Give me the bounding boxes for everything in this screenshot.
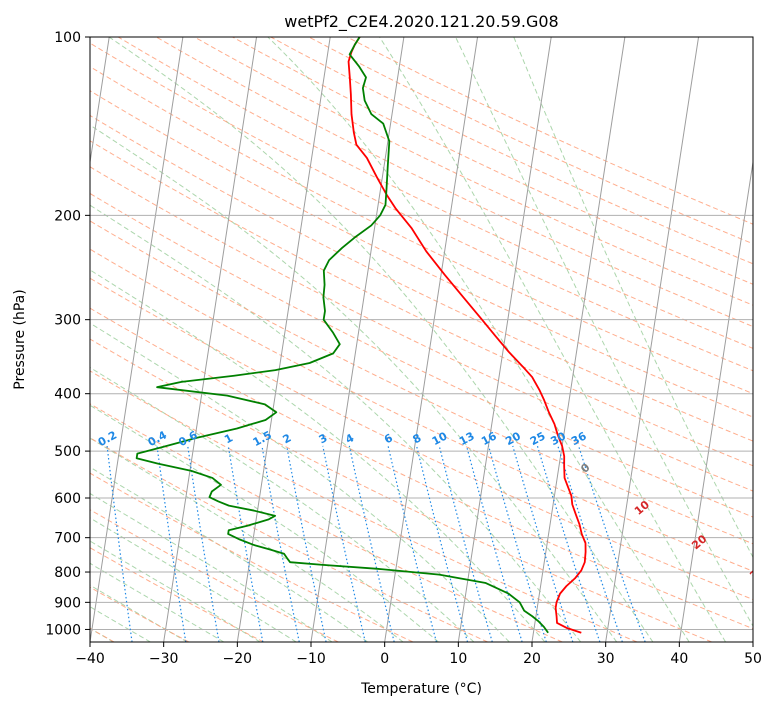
y-tick-label: 300 (54, 313, 81, 329)
mixing-ratio-line (227, 445, 264, 642)
dry-adiabat-line (308, 37, 753, 245)
x-tick-label: 20 (523, 651, 541, 667)
y-tick-label: 900 (54, 595, 81, 611)
dry-adiabat-line (346, 37, 753, 225)
isotherm-line (90, 37, 110, 166)
isotherm-line (90, 37, 184, 642)
dry-adiabat-line (90, 277, 753, 601)
mixing-ratio-label: 16 (479, 429, 499, 448)
isotherm-line (605, 37, 700, 642)
x-tick-label: 30 (597, 651, 615, 667)
plot-frame (89, 36, 754, 643)
x-tick-label: 50 (744, 651, 762, 667)
mixing-ratio-line (156, 445, 187, 642)
mixing-ratio-label: 10 (430, 429, 450, 448)
moist-adiabat-line (90, 517, 297, 642)
moist-adiabat-line (513, 37, 753, 559)
mixing-ratio-line (286, 445, 327, 642)
mixing-ratio-line (187, 445, 220, 642)
dry-adiabat-line (90, 472, 414, 642)
moist-adiabat-line (90, 404, 439, 642)
dry-adiabat-line (90, 509, 339, 642)
dry-adiabat-line (90, 66, 753, 395)
temperature-profile-line (347, 37, 587, 634)
isotherm-line (531, 37, 626, 642)
y-tick-label: 100 (54, 30, 81, 46)
mixing-ratio-line (557, 445, 623, 642)
x-tick-label: −20 (223, 651, 253, 667)
moist-adiabat-line (90, 269, 546, 642)
y-tick-label: 200 (54, 208, 81, 224)
mixing-ratio-line (106, 445, 133, 642)
mixing-ratio-label: 25 (528, 429, 548, 448)
mixing-ratio-label: 30 (548, 429, 568, 448)
mixing-ratio-line (438, 445, 493, 642)
y-axis: 100 200 300 400 500 600 700 800 900 1000 (45, 30, 90, 638)
isotherm-line (384, 37, 479, 642)
dry-adiabat-line (90, 220, 753, 545)
moist-adiabat-line (90, 322, 510, 642)
moist-adiabat-line (108, 37, 654, 642)
y-tick-label: 400 (54, 387, 81, 403)
dry-adiabat-line (90, 166, 753, 492)
moist-adiabat-line (90, 540, 261, 642)
x-axis: −40 −30 −20 −10 0 10 20 30 40 50 (75, 642, 762, 667)
y-tick-label: 1000 (45, 622, 81, 638)
dry-adiabat-line (90, 248, 753, 572)
plot-area: 0.10.20.40.611.52346810131620253036-100-… (90, 37, 767, 642)
moist-adiabat-line (455, 37, 753, 628)
profile-series (135, 37, 587, 634)
isobar-gridlines (90, 37, 753, 630)
x-tick-label: 10 (449, 651, 467, 667)
moist-adiabat-line (267, 37, 690, 642)
x-tick-label: 40 (670, 651, 688, 667)
mixing-ratio-line (416, 445, 469, 642)
chart-title: wetPf2_C2E4.2020.121.20.59.G08 (284, 12, 558, 32)
dry-adiabat-line (90, 338, 712, 642)
moist-adiabats (90, 37, 753, 642)
moist-adiabat-line (90, 366, 475, 642)
mixing-ratio-label: 36 (569, 429, 589, 448)
moist-adiabat-line (379, 37, 726, 642)
moist-adiabat-label: 30 (747, 562, 767, 582)
x-axis-title: Temperature (°C) (360, 681, 482, 697)
dry-adiabat-line (156, 37, 753, 328)
isotherm-line (236, 37, 331, 642)
isotherm-line (457, 37, 552, 642)
isotherm-line (163, 37, 258, 642)
y-tick-label: 800 (54, 565, 81, 581)
moist-adiabat-line (90, 584, 188, 642)
mixing-ratio-line (322, 445, 366, 642)
isotherm-line (678, 158, 753, 642)
dry-adiabat-line (194, 37, 753, 306)
dry-adiabats (90, 37, 753, 642)
dewpoint-profile-line (135, 37, 549, 634)
mixing-ratio-line (577, 445, 646, 642)
y-tick-label: 600 (54, 491, 81, 507)
moist-adiabat-line (90, 562, 225, 642)
mixing-ratio-line (387, 445, 438, 642)
x-tick-label: 0 (380, 651, 389, 667)
dry-adiabat-line (90, 307, 753, 630)
mixing-ratio-lines (106, 445, 646, 642)
x-tick-label: −30 (149, 651, 179, 667)
x-tick-label: −40 (75, 651, 105, 667)
mixing-ratio-label: 13 (457, 429, 477, 448)
y-axis-title: Pressure (hPa) (12, 289, 28, 389)
x-tick-label: −10 (296, 651, 326, 667)
mixing-ratio-line (261, 445, 300, 642)
dry-adiabat-line (90, 90, 753, 418)
y-tick-label: 500 (54, 444, 81, 460)
y-tick-label: 700 (54, 531, 81, 547)
moist-adiabat-line (90, 466, 368, 642)
mixing-ratio-label: 20 (503, 429, 523, 448)
dry-adiabat-line (90, 140, 753, 467)
dry-adiabat-line (90, 42, 753, 372)
mixing-ratio-line (348, 445, 395, 642)
